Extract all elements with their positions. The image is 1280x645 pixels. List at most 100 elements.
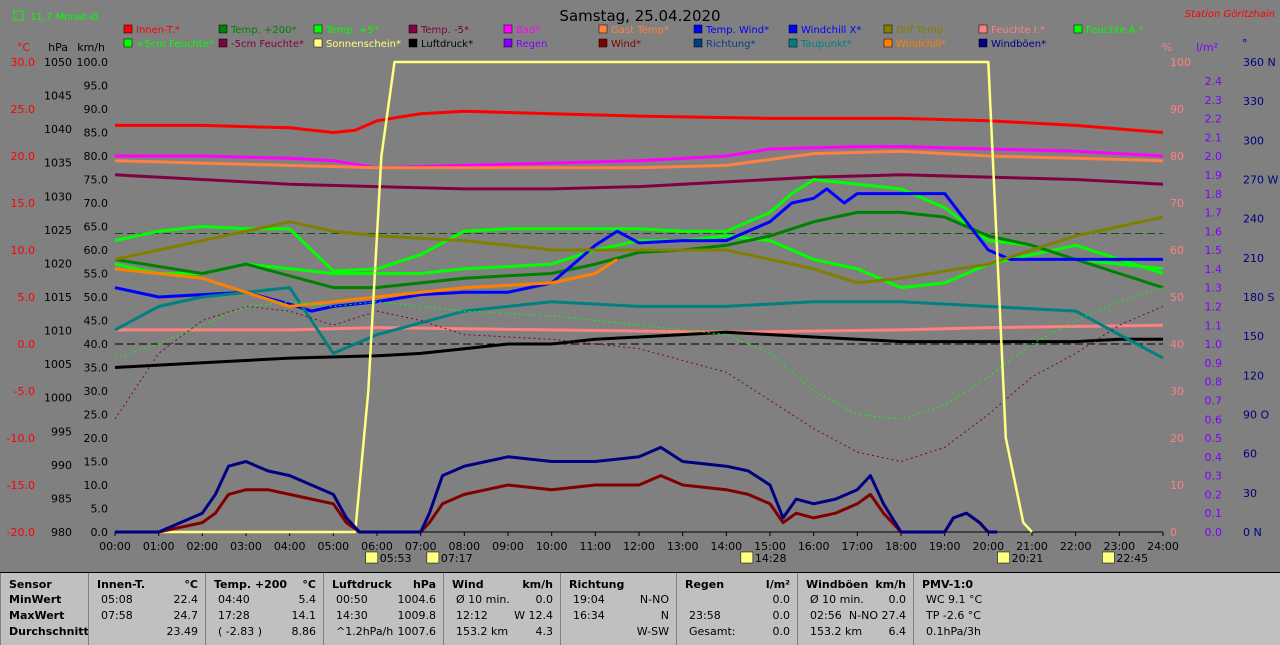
table-cell: 153.2 km [810, 625, 863, 638]
table-cell: 00:50 [336, 593, 368, 606]
statistics-table: Sensor MinWert MaxWert Durchschnitt Innen-T.… [0, 572, 1280, 645]
series-line [114, 149, 1164, 170]
legend-label: Feuchte A.* [1086, 25, 1144, 36]
celsius-tick: 15.0 [11, 197, 36, 210]
kmh-tick: 45.0 [84, 315, 109, 328]
x-tick: 16:00 [798, 540, 830, 553]
table-cell: 5.4 [298, 593, 317, 606]
percent-tick: 100 [1170, 56, 1191, 69]
table-cell: 16:34 [573, 609, 605, 622]
table-column: Windböen km/h Ø 10 min. 0.0 02:56 N-NO 27.4 15… [797, 573, 914, 645]
x-tick: 09:00 [492, 540, 524, 553]
kmh-tick: 50.0 [84, 291, 109, 304]
lm2-tick: 0.5 [1205, 432, 1223, 445]
column-unit: km/h [875, 578, 906, 591]
marker-icon [1102, 551, 1115, 564]
series-line [115, 323, 1164, 334]
kmh-tick: 40.0 [84, 338, 109, 351]
lm2-tick: 1.1 [1205, 319, 1223, 332]
marker-icon [426, 551, 440, 564]
series-line [115, 60, 1033, 534]
legend-swatch [123, 24, 133, 34]
series-line [114, 215, 1164, 285]
hpa-tick: 1030 [44, 190, 72, 203]
hpa-tick: 1010 [44, 325, 72, 338]
table-column: PMV-1:0 WC 9.1 °C TP -2.6 °C 0.1hPa/3h [913, 573, 1014, 645]
x-tick: 24:00 [1147, 540, 1179, 553]
lm2-tick: 0.2 [1205, 488, 1223, 501]
x-tick: 10:00 [536, 540, 568, 553]
marker-icon [997, 551, 1010, 564]
table-column: Innen-T. °C 05:08 22.4 07:58 24.7 23.49 [88, 573, 206, 645]
percent-tick: 50 [1170, 291, 1184, 304]
column-header: Sensor [9, 578, 52, 591]
table-column: Luftdruck hPa 00:50 1004.6 14:30 1009.8 ^1.2hP… [323, 573, 444, 645]
table-cell: 153.2 km [456, 625, 509, 638]
axes-labels: 100.095.090.085.080.075.070.065.060.055.… [7, 56, 1279, 553]
legend-label: Taupunkt* [800, 39, 852, 50]
legend-swatch [218, 24, 228, 34]
table-cell: 05:08 [101, 593, 133, 606]
lm2-tick: 0.1 [1205, 507, 1223, 520]
legend-label: Temp. +200* [230, 25, 296, 36]
table-cell: 24.7 [173, 609, 199, 622]
x-tick: 23:00 [1103, 540, 1135, 553]
kmh-tick: 100.0 [77, 56, 109, 69]
table-column: Regen l/m² 0.0 23:58 0.0 Gesamt: 0.0 [676, 573, 798, 645]
x-tick: 04:00 [274, 540, 306, 553]
legend-swatch [978, 24, 988, 34]
marker-label: 20:21 [1012, 552, 1044, 565]
hpa-tick: 1000 [44, 392, 72, 405]
percent-tick: 60 [1170, 244, 1184, 257]
legend-label: -5cm Feuchte* [231, 39, 304, 50]
legend-swatch [598, 38, 608, 48]
marker-icon [740, 551, 754, 564]
celsius-tick: 10.0 [11, 244, 36, 257]
series-line [115, 474, 998, 534]
series-line [114, 187, 1163, 313]
lm2-tick: 2.3 [1205, 94, 1223, 107]
kmh-tick: 80.0 [84, 150, 109, 163]
table-cell: W-SW [636, 625, 669, 638]
table-cell: Durchschnitt [9, 625, 89, 638]
percent-tick: 90 [1170, 103, 1184, 116]
percent-tick: 10 [1170, 479, 1184, 492]
celsius-tick: 25.0 [11, 103, 36, 116]
x-tick: 12:00 [623, 540, 655, 553]
table-cell: 19:04 [573, 593, 605, 606]
x-tick: 06:00 [361, 540, 393, 553]
table-cell: 6.4 [888, 625, 907, 638]
table-cell: 23:58 [689, 609, 721, 622]
table-cell: Ø 10 min. [456, 593, 510, 606]
hpa-unit: hPa [48, 41, 68, 54]
legend-swatch [978, 38, 988, 48]
series-line [115, 145, 1164, 170]
x-tick: 20:00 [972, 540, 1004, 553]
degree-tick: 330 [1243, 95, 1264, 108]
legend-swatch [123, 38, 133, 48]
legend-swatch [1073, 24, 1083, 34]
legend-label: Luftdruck* [421, 39, 473, 50]
table-cell: ^1.2hPa/h [336, 625, 394, 638]
degree-tick: 180 S [1243, 291, 1274, 304]
table-cell: N-NO 27.4 [848, 609, 906, 622]
kmh-tick: 60.0 [84, 244, 109, 257]
celsius-tick: -10.0 [7, 432, 35, 445]
percent-unit: % [1162, 41, 1172, 54]
lm2-tick: 0.7 [1205, 394, 1223, 407]
marker-label: 14:28 [755, 552, 787, 565]
table-cell: 23.49 [166, 625, 199, 638]
column-unit: l/m² [765, 578, 790, 591]
x-tick: 07:00 [405, 540, 437, 553]
table-column: Temp. +200 °C 04:40 5.4 17:28 14.1 ( -2.83 ) 8.… [205, 573, 324, 645]
lm2-tick: 0.8 [1205, 376, 1223, 389]
kmh-tick: 90.0 [84, 103, 109, 116]
column-unit: °C [184, 578, 198, 591]
legend-swatch [788, 38, 798, 48]
marker-label: 22:45 [1116, 552, 1148, 565]
table-cell: TP -2.6 °C [926, 609, 981, 622]
table-cell: 12:12 [456, 609, 488, 622]
degree-tick: 360 N [1243, 56, 1276, 69]
column-header: PMV-1:0 [922, 578, 973, 591]
legend-swatch [313, 38, 323, 48]
